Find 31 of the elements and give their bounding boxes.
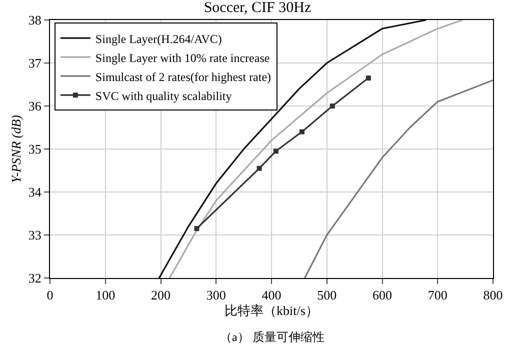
x-tick-label: 100 [96, 288, 116, 303]
text: （a） 质量可伸缩性 [220, 330, 324, 344]
point [330, 104, 335, 108]
chart-title: Soccer, CIF 30Hz [204, 0, 312, 16]
y-tick-label: 38 [28, 12, 42, 28]
x-tick-label: 500 [317, 288, 337, 303]
y-axis-title: Y-PSNR (dB) [8, 115, 24, 183]
y-tick-label: 32 [28, 270, 42, 286]
point [194, 226, 200, 232]
legend-label: SVC with quality scalability [95, 88, 232, 103]
point [256, 166, 262, 171]
y-tick-label: 37 [28, 56, 42, 71]
x-tick-label: 700 [428, 288, 448, 303]
legend-label: Simulcast of 2 rates(for highest rate) [95, 70, 272, 84]
x-tick-label: 800 [483, 288, 503, 303]
x-tick-label: 200 [151, 288, 170, 303]
legend-label: Single Layer with 10% rate increase [95, 50, 270, 65]
point [366, 76, 371, 81]
point [299, 129, 304, 134]
y-tick-label: 35 [28, 142, 42, 157]
y-tick-label: 33 [28, 228, 42, 243]
line-series [304, 79, 493, 278]
y-tick-label: 34 [28, 184, 42, 200]
x-axis-title: 比特率（kbit/s） [224, 303, 318, 318]
x-tick-label: 600 [372, 288, 392, 303]
x-tick-label: 400 [262, 288, 282, 303]
x-tick-label: 300 [206, 288, 226, 303]
point [273, 148, 278, 154]
legend-label: Single Layer(H.264/AVC) [95, 32, 222, 46]
x-tick-label: 0 [46, 288, 54, 303]
y-tick-label: 36 [28, 98, 42, 114]
